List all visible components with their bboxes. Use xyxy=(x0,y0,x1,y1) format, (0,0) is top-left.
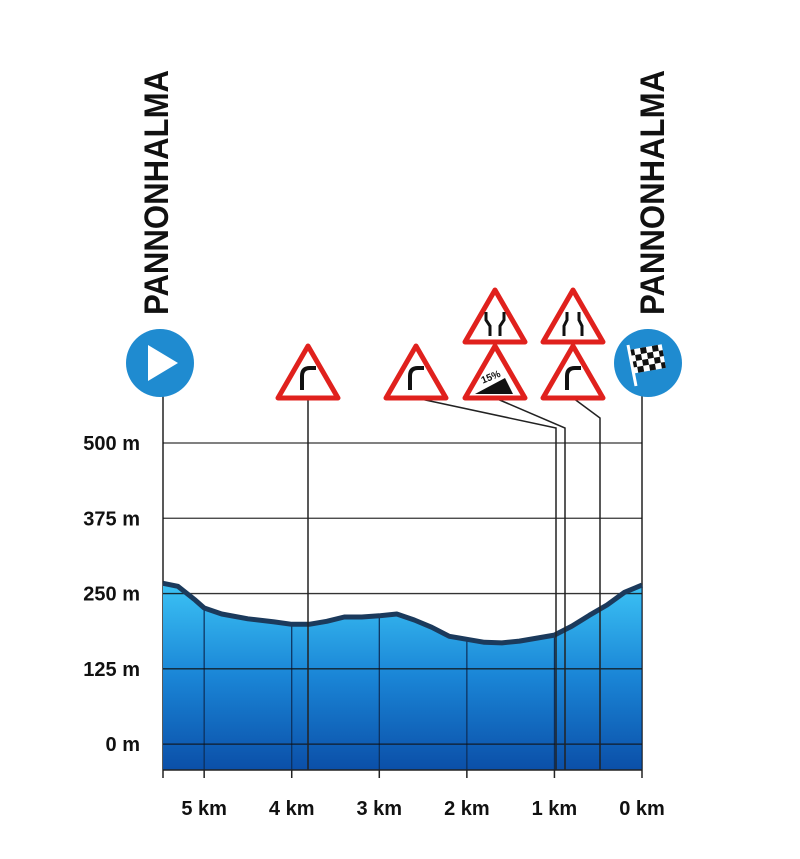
start-icon xyxy=(126,329,194,397)
x-tick-label: 4 km xyxy=(269,798,315,820)
y-tick-label: 500 m xyxy=(83,433,140,455)
start-label: PANNONHALMA xyxy=(138,70,176,315)
x-tick-label: 1 km xyxy=(532,798,578,820)
area xyxy=(163,583,642,770)
y-tick-label: 375 m xyxy=(83,508,140,530)
sign-gradient: 15% xyxy=(462,343,528,401)
plot: 0 m 125 m 250 m 375 m 500 m 5 km 4 km 3 km 2 km 1… xyxy=(83,396,665,820)
sign-narrowing xyxy=(540,287,606,345)
y-tick-label: 250 m xyxy=(83,584,140,606)
sign-curve xyxy=(383,343,449,401)
y-tick-label: 0 m xyxy=(106,734,140,756)
sign-leaders xyxy=(307,397,601,770)
sign-narrowing xyxy=(462,287,528,345)
y-tick-label: 125 m xyxy=(83,659,140,681)
x-tick-label: 5 km xyxy=(181,798,227,820)
finish-icon xyxy=(614,329,682,397)
x-tick-label: 0 km xyxy=(619,798,665,820)
finish-label: PANNONHALMA xyxy=(634,70,672,315)
x-tick-label: 3 km xyxy=(356,798,402,820)
sign-curve xyxy=(540,343,606,401)
x-tick-label: 2 km xyxy=(444,798,490,820)
signs: 15% xyxy=(275,287,606,401)
elevation-line xyxy=(162,580,643,646)
sign-curve xyxy=(275,343,341,401)
